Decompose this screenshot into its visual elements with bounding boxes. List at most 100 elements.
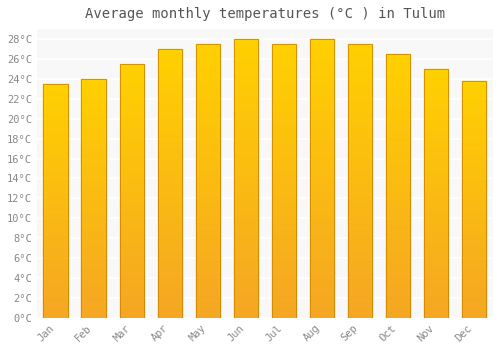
Bar [272, 167, 296, 171]
Bar [44, 280, 68, 283]
Bar [158, 170, 182, 173]
Bar [424, 265, 448, 268]
Bar [386, 235, 410, 239]
Bar [196, 109, 220, 112]
Bar [310, 241, 334, 245]
Bar [272, 246, 296, 250]
Bar [82, 201, 106, 204]
Bar [44, 204, 68, 207]
Bar [44, 224, 68, 227]
Bar [272, 208, 296, 212]
Bar [82, 258, 106, 261]
Bar [462, 84, 486, 87]
Bar [348, 229, 372, 232]
Bar [386, 179, 410, 183]
Bar [234, 252, 258, 255]
Bar [196, 89, 220, 92]
Bar [310, 84, 334, 88]
Bar [196, 71, 220, 75]
Bar [120, 191, 144, 194]
Bar [196, 64, 220, 68]
Bar [120, 86, 144, 89]
Bar [44, 256, 68, 259]
Bar [348, 122, 372, 126]
Bar [44, 169, 68, 172]
Bar [196, 177, 220, 181]
Bar [158, 220, 182, 224]
Bar [82, 225, 106, 228]
Bar [44, 119, 68, 122]
Bar [120, 172, 144, 175]
Bar [158, 301, 182, 304]
Bar [386, 196, 410, 199]
Bar [120, 77, 144, 80]
Bar [424, 228, 448, 231]
Bar [310, 112, 334, 116]
Bar [424, 134, 448, 137]
Bar [44, 253, 68, 257]
Bar [348, 266, 372, 270]
Bar [82, 207, 106, 210]
Bar [196, 95, 220, 99]
Bar [424, 159, 448, 162]
Bar [82, 246, 106, 249]
Bar [386, 103, 410, 107]
Bar [44, 283, 68, 286]
Bar [462, 276, 486, 279]
Bar [120, 270, 144, 273]
Bar [272, 82, 296, 85]
Bar [348, 256, 372, 260]
Bar [120, 248, 144, 251]
Bar [386, 61, 410, 64]
Bar [424, 308, 448, 312]
Bar [120, 169, 144, 172]
Bar [196, 218, 220, 222]
Bar [82, 145, 106, 148]
Bar [158, 153, 182, 156]
Bar [310, 63, 334, 67]
Bar [196, 266, 220, 270]
Bar [462, 193, 486, 196]
Bar [82, 103, 106, 106]
Bar [310, 154, 334, 158]
Bar [234, 269, 258, 273]
Bar [424, 268, 448, 271]
Bar [158, 106, 182, 110]
Bar [386, 189, 410, 192]
Bar [196, 208, 220, 212]
Bar [196, 195, 220, 198]
Bar [348, 260, 372, 263]
Bar [310, 147, 334, 150]
Bar [424, 231, 448, 234]
Bar [82, 135, 106, 139]
Bar [424, 243, 448, 246]
Bar [234, 276, 258, 280]
Bar [196, 44, 220, 47]
Bar [44, 195, 68, 198]
Bar [44, 90, 68, 93]
Bar [234, 293, 258, 297]
Bar [348, 188, 372, 191]
Bar [424, 162, 448, 165]
Bar [196, 287, 220, 290]
Bar [120, 305, 144, 308]
Bar [272, 109, 296, 112]
Bar [462, 113, 486, 117]
Bar [196, 119, 220, 123]
Bar [120, 184, 144, 188]
Bar [44, 145, 68, 148]
Bar [386, 311, 410, 315]
Bar [386, 87, 410, 90]
Bar [120, 261, 144, 264]
Bar [272, 311, 296, 314]
Bar [348, 280, 372, 284]
Bar [82, 282, 106, 285]
Bar [196, 140, 220, 143]
Bar [82, 147, 106, 150]
Bar [196, 270, 220, 273]
Bar [234, 206, 258, 210]
Bar [424, 199, 448, 203]
Bar [272, 304, 296, 308]
Bar [348, 112, 372, 116]
Bar [196, 253, 220, 256]
